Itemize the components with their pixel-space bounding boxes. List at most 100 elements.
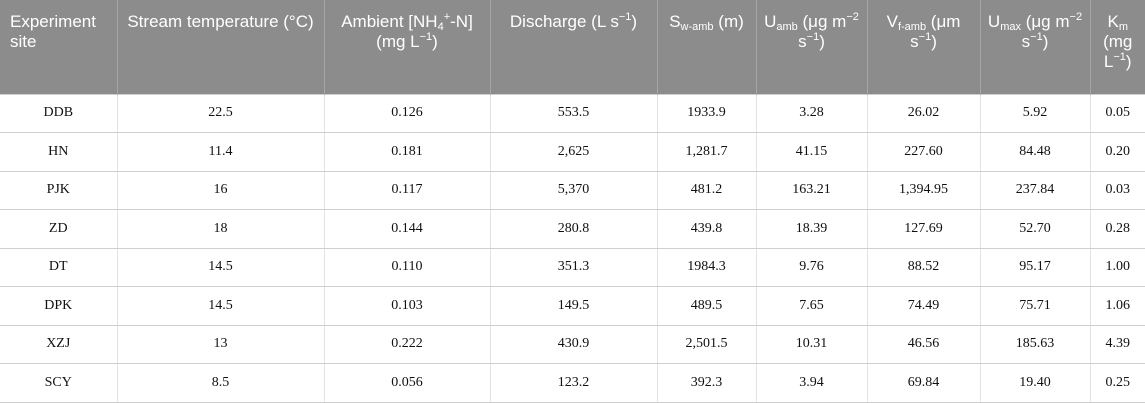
table-cell: DT <box>0 248 118 287</box>
table-cell: 41.15 <box>756 132 868 172</box>
table-cell: 0.05 <box>1090 93 1145 133</box>
table-cell: DDB <box>0 93 118 133</box>
header-text-part: V <box>886 12 898 31</box>
header-ambient-nh4: Ambient [NH4+-N] (mg L−1) <box>324 0 491 94</box>
table-cell: SCY <box>0 363 118 403</box>
table-cell: ZD <box>0 209 118 249</box>
header-text-part: −1 <box>419 31 433 43</box>
table-cell: 1.06 <box>1090 286 1145 326</box>
table-cell: 0.056 <box>324 363 491 403</box>
table-cell: 430.9 <box>490 325 658 364</box>
table-cell: 280.8 <box>490 209 658 249</box>
table-cell: 46.56 <box>867 325 981 364</box>
table-cell: 1,394.95 <box>867 171 981 210</box>
header-text-part: ) <box>819 32 825 51</box>
header-vf-amb: Vf-amb (μm s−1) <box>867 0 981 94</box>
header-text-part: -N] (mg L <box>376 12 473 51</box>
header-text-part: m <box>1118 21 1128 33</box>
table-cell: XZJ <box>0 325 118 364</box>
table-cell: 1984.3 <box>657 248 757 287</box>
table-cell: 149.5 <box>490 286 658 326</box>
table-cell: 13 <box>117 325 325 364</box>
table-cell: 163.21 <box>756 171 868 210</box>
header-text-part: Ambient [NH <box>341 12 438 31</box>
header-text-part: s <box>1021 32 1031 51</box>
table-cell: 237.84 <box>980 171 1091 210</box>
header-text-part: −2 <box>1069 11 1083 23</box>
table-cell: 16 <box>117 171 325 210</box>
table-cell: 69.84 <box>867 363 981 403</box>
table-cell: 185.63 <box>980 325 1091 364</box>
table-cell: 0.144 <box>324 209 491 249</box>
table-cell: 18.39 <box>756 209 868 249</box>
table-cell: 0.28 <box>1090 209 1145 249</box>
header-text-part: (mg L <box>1103 32 1133 71</box>
header-text-part: f-amb <box>897 21 927 33</box>
header-text-part: −1 <box>918 31 932 43</box>
table-cell: 88.52 <box>867 248 981 287</box>
table-row: DDB 22.5 0.126 553.5 1933.9 3.28 26.02 5.92 0.05 <box>0 93 1145 133</box>
header-text-part: −2 <box>846 11 859 23</box>
header-text-part: U <box>764 12 777 31</box>
table-cell: 14.5 <box>117 286 325 326</box>
table-row: SCY 8.5 0.056 123.2 392.3 3.94 69.84 19.40 0.25 <box>0 363 1145 403</box>
table-cell: 7.65 <box>756 286 868 326</box>
table-cell: 123.2 <box>490 363 658 403</box>
table-cell: 19.40 <box>980 363 1091 403</box>
table-row: XZJ 13 0.222 430.9 2,501.5 10.31 46.56 185.63 4.… <box>0 325 1145 364</box>
header-text-part: 4 <box>437 21 444 33</box>
table-cell: 0.03 <box>1090 171 1145 210</box>
table-cell: 5.92 <box>980 93 1091 133</box>
table-cell: 5,370 <box>490 171 658 210</box>
header-discharge: Discharge (L s−1) <box>490 0 658 94</box>
table-cell: 1933.9 <box>657 93 757 133</box>
table-cell: 10.31 <box>756 325 868 364</box>
table-cell: 3.94 <box>756 363 868 403</box>
table-cell: 1,281.7 <box>657 132 757 172</box>
header-text-part: max <box>1000 21 1021 33</box>
table-cell: 439.8 <box>657 209 757 249</box>
table-cell: 2,625 <box>490 132 658 172</box>
table-cell: 351.3 <box>490 248 658 287</box>
table-cell: DPK <box>0 286 118 326</box>
table-cell: 392.3 <box>657 363 757 403</box>
table-row: DPK 14.5 0.103 149.5 489.5 7.65 74.49 75.71 1.06 <box>0 286 1145 326</box>
table-body: DDB 22.5 0.126 553.5 1933.9 3.28 26.02 5.92 0.05… <box>0 93 1145 403</box>
table-cell: 3.28 <box>756 93 868 133</box>
header-text-part: Experiment site <box>10 12 96 51</box>
header-text-part: ) <box>1125 52 1132 71</box>
header-sw-amb: Sw-amb (m) <box>657 0 757 94</box>
header-u-amb: Uamb (μg m−2 s−1) <box>756 0 868 94</box>
table-cell: 84.48 <box>980 132 1091 172</box>
header-text-part: −1 <box>1030 31 1043 43</box>
table-cell: 74.49 <box>867 286 981 326</box>
table-cell: PJK <box>0 171 118 210</box>
table-cell: 11.4 <box>117 132 325 172</box>
header-stream-temperature: Stream temperature (°C) <box>117 0 325 94</box>
table-cell: 0.117 <box>324 171 491 210</box>
table-cell: 553.5 <box>490 93 658 133</box>
table-cell: 22.5 <box>117 93 325 133</box>
table-cell: 8.5 <box>117 363 325 403</box>
table-cell: 489.5 <box>657 286 757 326</box>
table-row: DT 14.5 0.110 351.3 1984.3 9.76 88.52 95.17 1.00 <box>0 248 1145 287</box>
table-cell: 75.71 <box>980 286 1091 326</box>
header-text-part: (m) <box>713 12 744 31</box>
table-cell: 227.60 <box>867 132 981 172</box>
table-cell: 0.103 <box>324 286 491 326</box>
header-text-part: Stream temperature (°C) <box>127 12 314 31</box>
header-text-part: Discharge (L s <box>509 12 619 31</box>
header-experiment-site: Experiment site <box>0 0 118 94</box>
header-text-part: ) <box>631 12 638 31</box>
header-text-part: −1 <box>1113 51 1126 63</box>
table-cell: 18 <box>117 209 325 249</box>
header-km: Km (mg L−1) <box>1090 0 1145 94</box>
header-text-part: ) <box>1042 32 1049 51</box>
header-text-part: ) <box>931 32 937 51</box>
table-row: ZD 18 0.144 280.8 439.8 18.39 127.69 52.70 0.28 <box>0 209 1145 249</box>
table-cell: 0.181 <box>324 132 491 172</box>
header-text-part: (μm s <box>910 12 961 51</box>
table-cell: 9.76 <box>756 248 868 287</box>
table-cell: 4.39 <box>1090 325 1145 364</box>
